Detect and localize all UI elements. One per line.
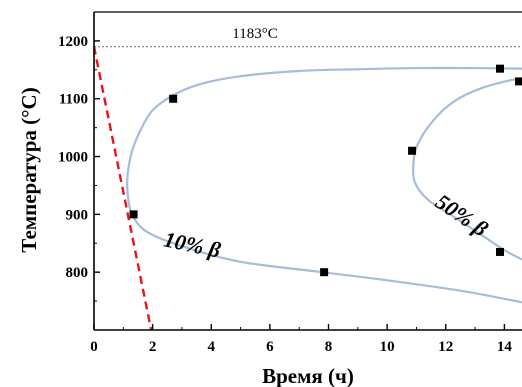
data-point <box>496 247 505 256</box>
x-tick-label: 6 <box>266 339 274 355</box>
y-tick-label: 1000 <box>58 150 88 166</box>
dashed-line <box>94 46 153 330</box>
y-tick-label: 800 <box>66 265 89 281</box>
x-tick-label: 0 <box>90 339 98 355</box>
x-tick-label: 8 <box>325 339 333 355</box>
y-tick-label: 1100 <box>59 92 88 108</box>
data-point <box>408 146 417 155</box>
y-tick-label: 1200 <box>58 34 88 50</box>
reference-label: 1183°C <box>232 26 277 42</box>
y-axis-title: Температура (°C) <box>17 87 41 252</box>
data-point <box>129 210 138 219</box>
y-tick-label: 900 <box>66 207 89 223</box>
x-tick-label: 10 <box>380 339 395 355</box>
curve-50-percent-beta <box>412 77 522 261</box>
data-point <box>320 268 329 277</box>
data-point <box>515 77 522 86</box>
x-tick-label: 4 <box>208 339 216 355</box>
curve-10-percent-beta <box>126 66 522 304</box>
data-point <box>169 94 178 103</box>
data-point <box>496 64 505 73</box>
plot-area <box>94 12 522 330</box>
x-tick-label: 2 <box>149 339 157 355</box>
x-tick-label: 12 <box>438 339 453 355</box>
x-axis-title: Время (ч) <box>262 364 354 387</box>
x-tick-label: 14 <box>497 339 513 355</box>
